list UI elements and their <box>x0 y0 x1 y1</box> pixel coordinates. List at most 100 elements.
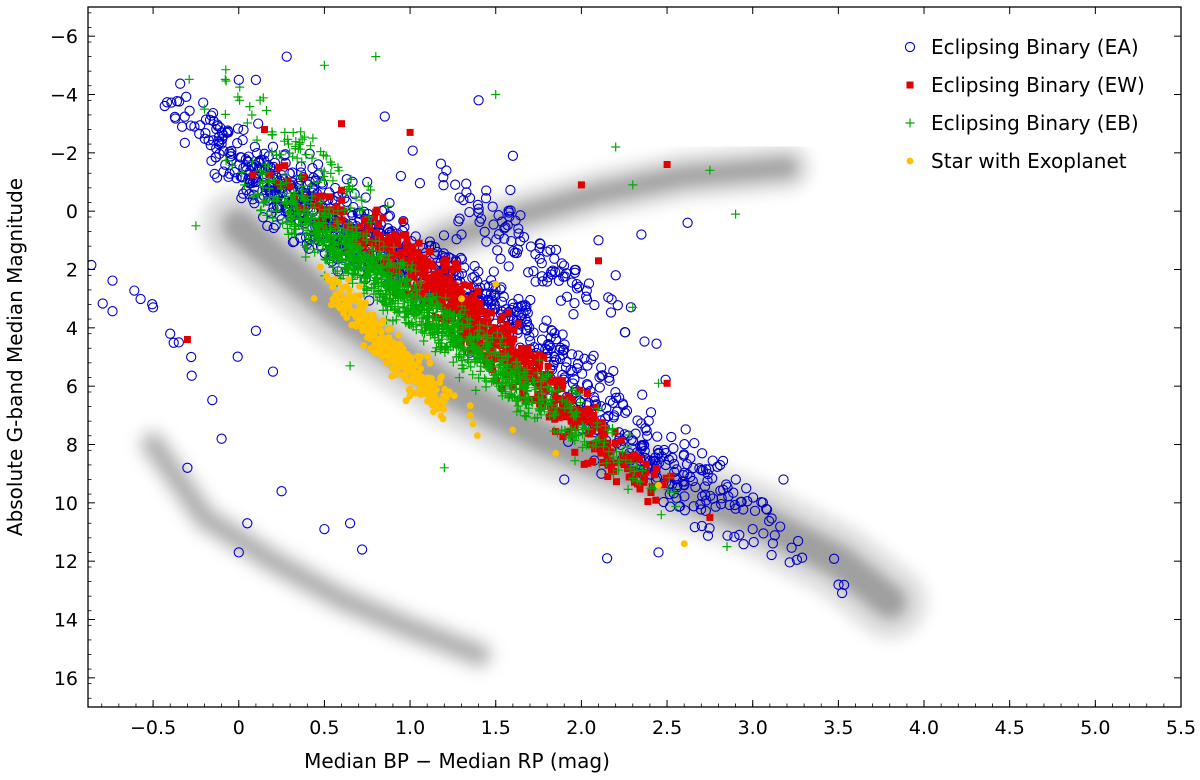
point-2-3-51 <box>326 157 335 167</box>
point-0-4-86 <box>617 398 628 409</box>
point-2-4-101 <box>591 442 601 452</box>
point-0-5-35 <box>534 238 546 249</box>
point-1-0-149 <box>392 233 400 241</box>
point-3-1-77 <box>402 375 409 383</box>
point-2-4-106 <box>552 403 562 413</box>
point-2-2-216 <box>384 267 394 277</box>
point-1-0-216 <box>387 234 395 242</box>
point-0-2-123 <box>607 397 619 408</box>
point-0-3-73 <box>695 499 706 510</box>
point-3-2-38 <box>356 283 363 290</box>
point-2-4-42 <box>533 368 542 378</box>
point-1-1-166 <box>576 386 584 394</box>
point-3-2-24 <box>339 284 347 291</box>
point-0-4-87 <box>796 552 808 563</box>
point-0-4-63 <box>705 490 716 502</box>
point-2-0-185 <box>411 266 421 276</box>
x-tick-label-6: 2.5 <box>652 717 682 739</box>
point-0-anchor-26 <box>456 229 467 240</box>
point-2-2-237 <box>455 311 465 321</box>
point-2-1-170 <box>394 277 404 287</box>
point-1-2-131 <box>641 476 648 483</box>
point-0-3-22 <box>696 520 708 532</box>
point-2-3-67 <box>328 176 338 186</box>
point-2-4-15 <box>671 502 681 511</box>
point-2-3-31 <box>247 110 257 120</box>
y-tick-label-11: 16 <box>54 668 78 690</box>
point-2-2-198 <box>460 346 470 356</box>
point-1-2-81 <box>604 473 612 480</box>
point-0-5-94 <box>581 294 593 305</box>
point-2-2-197 <box>444 330 454 340</box>
background-core-2 <box>145 436 487 663</box>
x-tick-label-0: −0.5 <box>130 717 176 739</box>
point-2-2-26 <box>473 326 483 336</box>
point-3-1-89 <box>425 391 432 399</box>
point-2-1-361 <box>379 242 389 252</box>
point-2-3-15 <box>366 218 376 228</box>
point-0-1-219 <box>349 189 360 200</box>
point-2-2-161 <box>426 324 436 334</box>
point-1-0-173 <box>381 245 389 252</box>
point-2-2-230 <box>475 366 485 376</box>
point-0-2-5 <box>360 192 371 203</box>
point-3-1-107 <box>389 345 397 353</box>
point-2-2-229 <box>523 380 533 390</box>
point-2-2-243 <box>465 335 475 345</box>
point-1-1-118 <box>559 381 567 389</box>
x-tick-label-8: 3.5 <box>823 717 853 739</box>
point-0-4-70 <box>828 553 840 564</box>
point-2-1-209 <box>332 248 342 258</box>
point-1-1-256 <box>499 312 507 320</box>
point-1-1-246 <box>550 401 558 408</box>
point-0-4-26 <box>833 579 844 590</box>
point-0-3-61 <box>695 504 707 515</box>
point-2-4-33 <box>608 424 617 433</box>
point-2-4-3 <box>637 466 647 475</box>
point-2-1-26 <box>389 242 399 252</box>
point-2-3-29 <box>313 177 323 187</box>
point-0-0-26 <box>257 212 269 223</box>
point-2-4-35 <box>622 442 632 452</box>
point-1-0-105 <box>426 248 433 256</box>
point-0-5-63 <box>491 234 502 245</box>
point-0-5-42 <box>473 203 484 214</box>
point-1-1-239 <box>522 364 530 372</box>
point-2-anchor-1 <box>319 60 329 70</box>
point-2-0-217 <box>268 213 278 223</box>
point-0-5-36 <box>571 283 583 294</box>
point-1-2-16 <box>625 473 633 481</box>
point-0-3-14 <box>688 501 699 512</box>
point-1-1-148 <box>420 288 427 296</box>
point-2-1-319 <box>368 266 378 276</box>
point-1-1-151 <box>460 281 468 289</box>
point-2-1-369 <box>333 218 343 228</box>
point-1-0-189 <box>405 248 413 256</box>
point-0-5-23 <box>407 145 418 156</box>
point-2-2-221 <box>471 345 481 355</box>
point-0-4-42 <box>642 430 653 441</box>
point-3-2-27 <box>352 297 359 305</box>
point-2-2-133 <box>440 347 450 357</box>
point-3-1-99 <box>406 392 414 400</box>
point-2-3-18 <box>351 192 361 202</box>
point-0-0-208 <box>194 128 205 139</box>
point-1-1-209 <box>433 282 441 290</box>
point-1-2-59 <box>555 413 563 421</box>
point-0-anchor-14 <box>601 553 613 564</box>
point-0-4-19 <box>689 437 700 449</box>
point-0-1-94 <box>293 178 304 189</box>
point-1-1-249 <box>503 321 511 329</box>
y-tick-label-2: −2 <box>50 143 78 165</box>
point-2-4-74 <box>518 370 528 380</box>
point-0-5-101 <box>550 266 561 278</box>
point-0-anchor-23 <box>610 270 621 281</box>
point-1-3-43 <box>403 256 411 264</box>
point-1-3-60 <box>377 233 385 241</box>
point-2-4-8 <box>535 398 545 408</box>
point-2-0-386 <box>272 196 281 206</box>
point-1-2-60 <box>631 478 638 486</box>
point-2-2-165 <box>449 320 459 330</box>
point-2-0-385 <box>308 210 318 220</box>
point-0-2-61 <box>456 268 468 279</box>
